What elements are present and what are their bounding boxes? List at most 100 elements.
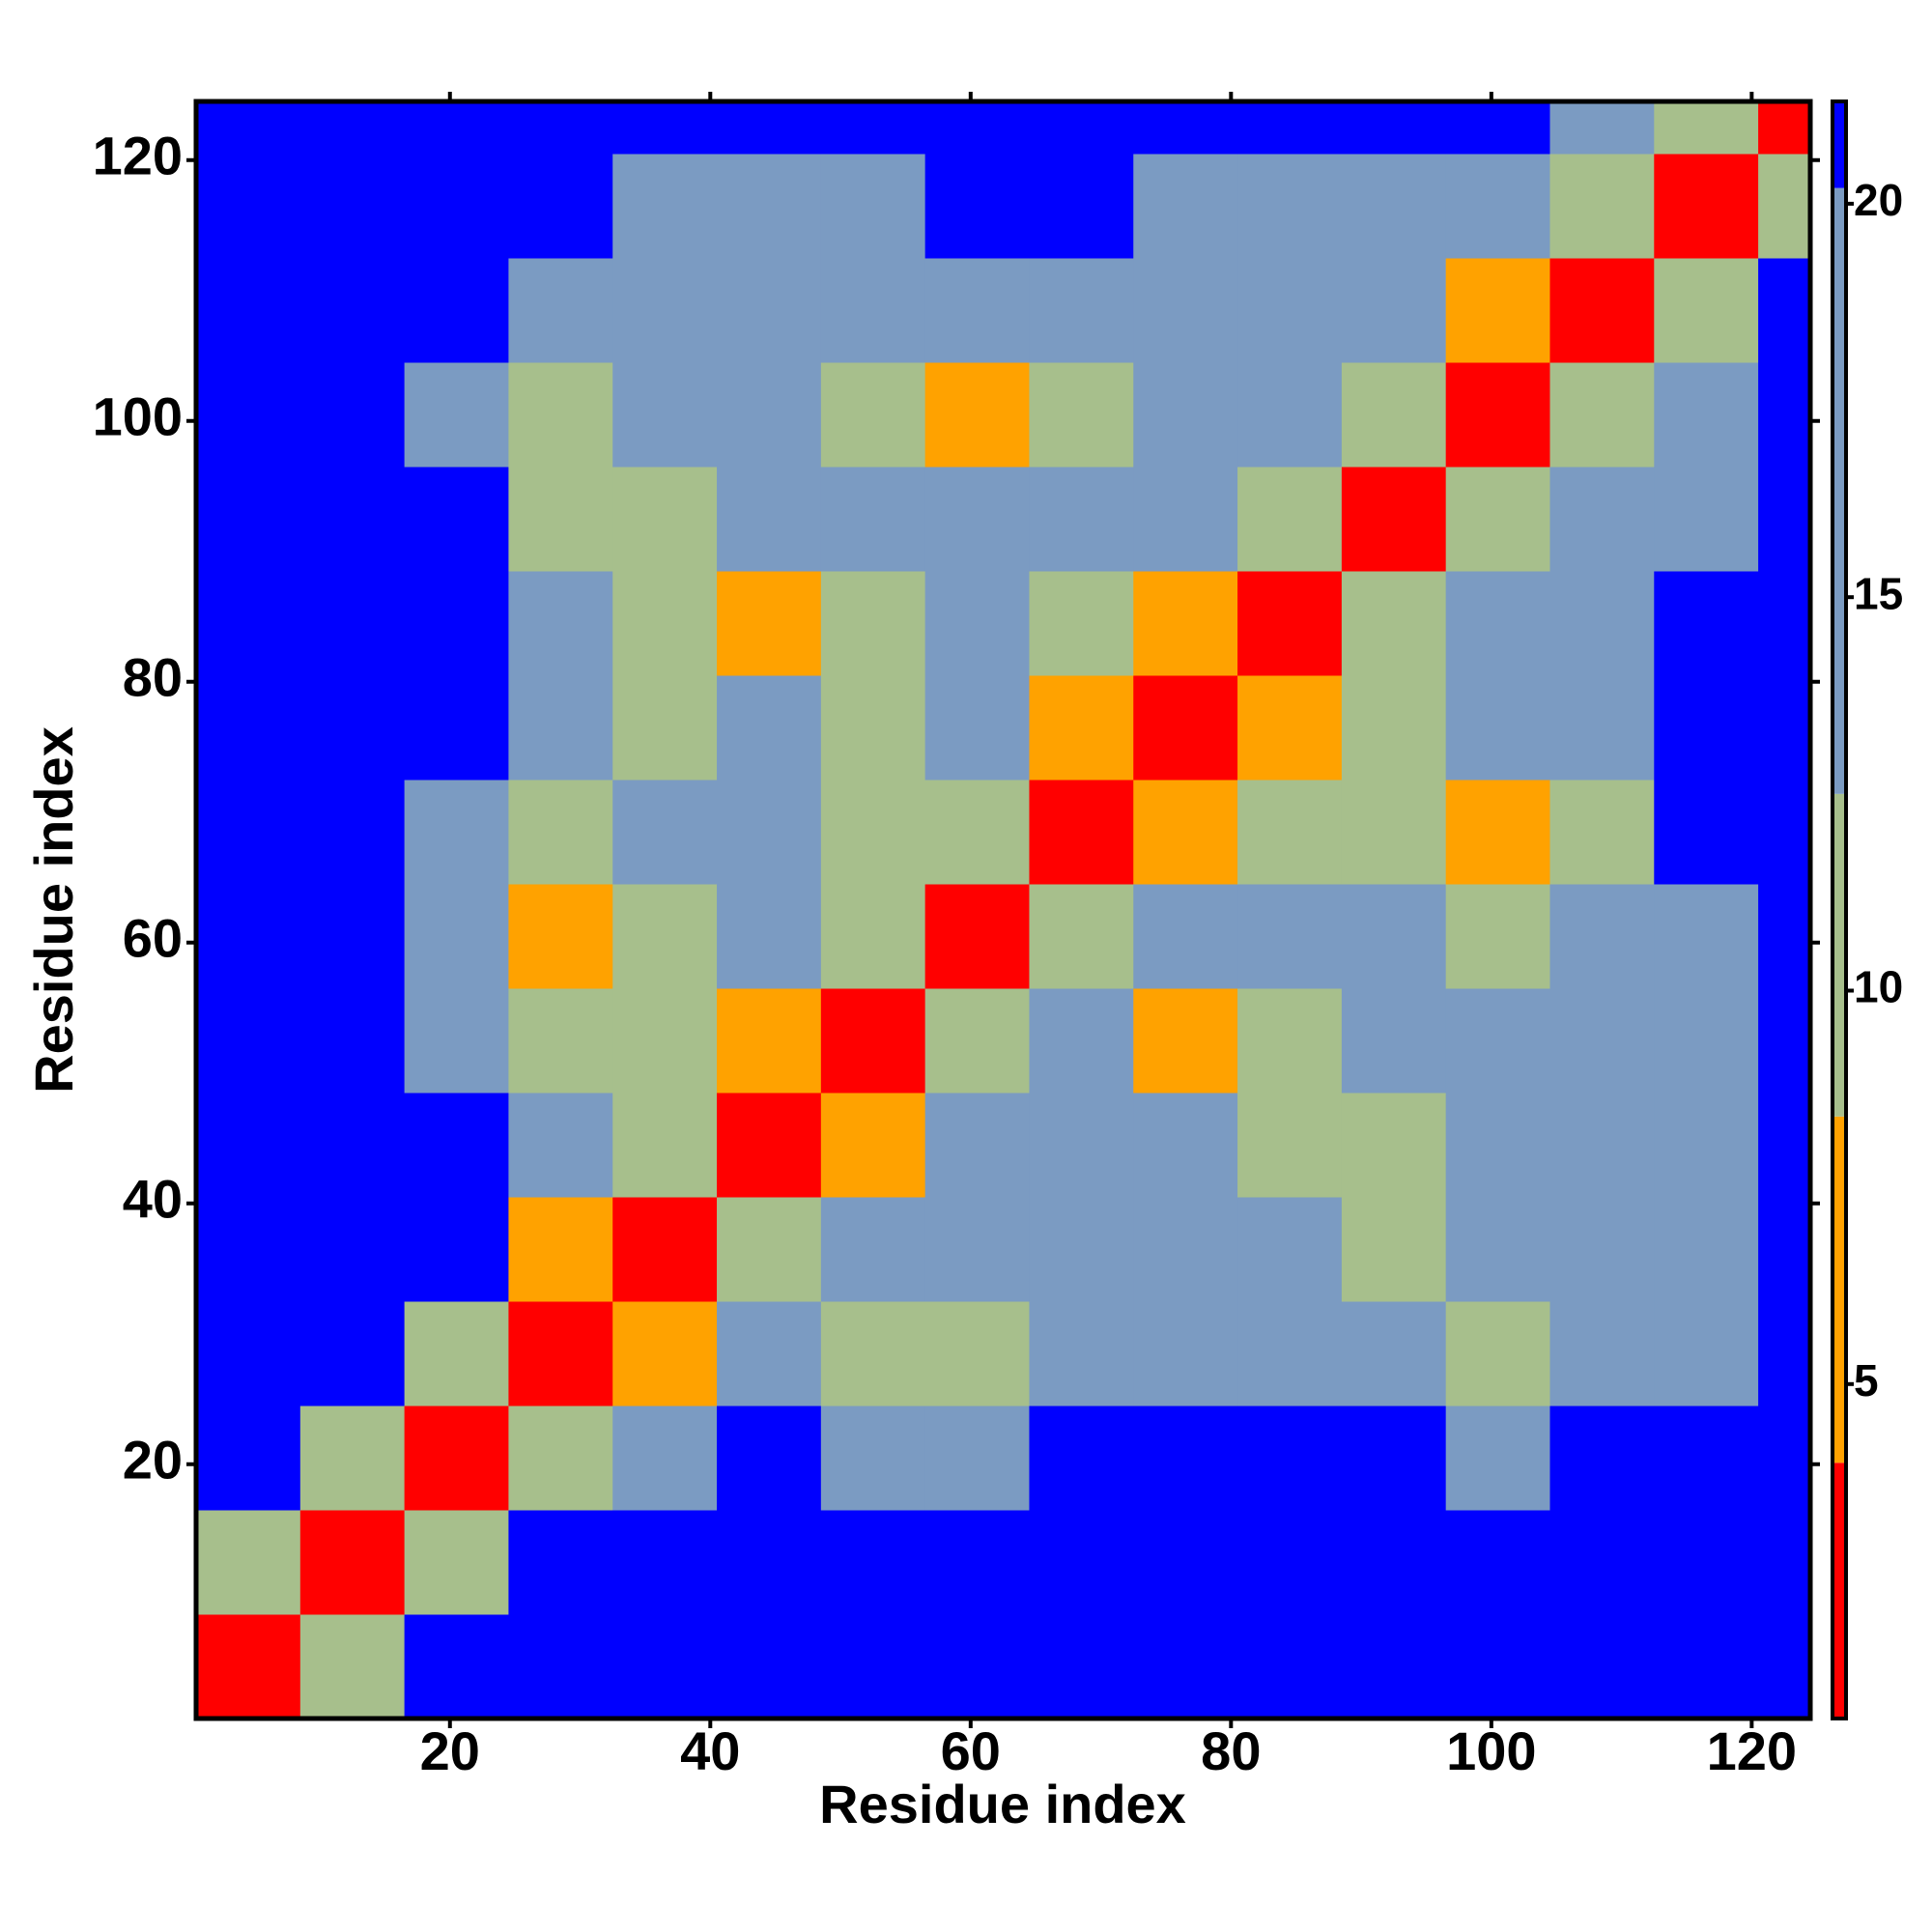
heatmap-cell <box>1133 988 1238 1094</box>
heatmap-cell <box>196 1510 301 1615</box>
heatmap-cell <box>1549 1406 1655 1511</box>
heatmap-cell <box>1445 780 1550 885</box>
heatmap-cell <box>1445 154 1550 259</box>
heatmap-cell <box>1133 1510 1238 1615</box>
heatmap-cell <box>717 1301 822 1406</box>
heatmap-cell <box>299 988 406 1094</box>
heatmap-cell <box>820 884 926 989</box>
heatmap-cell <box>1445 101 1550 155</box>
colorbar-tick-label: 20 <box>1854 175 1903 225</box>
x-tick-label: 80 <box>1201 1720 1261 1781</box>
heatmap-cell <box>404 1510 509 1615</box>
heatmap-cell <box>924 258 1030 363</box>
heatmap-cell <box>508 1197 613 1302</box>
heatmap-cell <box>508 1614 613 1719</box>
heatmap-cell <box>820 467 926 572</box>
heatmap-cell <box>299 154 406 259</box>
heatmap-cell <box>1758 780 1811 885</box>
x-axis-label: Residue index <box>819 1774 1186 1834</box>
colorbar-tick-label: 10 <box>1854 962 1903 1012</box>
y-tick-label: 40 <box>123 1169 183 1230</box>
heatmap-cell <box>717 675 822 781</box>
y-tick-label: 120 <box>93 126 183 186</box>
heatmap-cell <box>1029 780 1134 885</box>
heatmap-cell <box>299 1301 406 1406</box>
heatmap-cell <box>196 988 301 1094</box>
heatmap-cell <box>1029 571 1134 676</box>
y-tick-label: 20 <box>123 1430 183 1491</box>
heatmap-cell <box>1341 884 1447 989</box>
heatmap-cell <box>1029 154 1134 259</box>
heatmap-cell <box>924 884 1030 989</box>
heatmap-cell <box>612 1510 718 1615</box>
heatmap-cell <box>717 1614 822 1719</box>
heatmap-cell <box>404 362 509 468</box>
heatmap-cell <box>1341 1197 1447 1302</box>
heatmap-cell <box>1445 1093 1550 1198</box>
heatmap-cell <box>1133 467 1238 572</box>
heatmap-cell <box>612 571 718 676</box>
heatmap-cell <box>1133 571 1238 676</box>
heatmap-cell <box>1237 1406 1343 1511</box>
heatmap-cell <box>612 1197 718 1302</box>
colorbar-band <box>1833 187 1846 794</box>
heatmap-cell <box>1445 884 1550 989</box>
heatmap-cell <box>1133 1614 1238 1719</box>
heatmap-cell <box>924 1510 1030 1615</box>
colorbar-tick-label: 15 <box>1854 568 1903 618</box>
heatmap-cell <box>299 780 406 885</box>
heatmap-cell <box>1758 675 1811 781</box>
heatmap-cell <box>1237 675 1343 781</box>
heatmap-cell <box>820 988 926 1094</box>
y-tick-label: 60 <box>123 908 183 969</box>
heatmap-cell <box>299 1197 406 1302</box>
heatmap-cell <box>508 675 613 781</box>
y-axis-label: Residue index <box>23 726 84 1094</box>
heatmap-cell <box>1133 884 1238 989</box>
heatmap-cell <box>820 780 926 885</box>
heatmap-cell <box>1549 988 1655 1094</box>
heatmap-cell <box>404 101 509 155</box>
heatmap-cell <box>1029 101 1134 155</box>
heatmap-cell <box>196 101 301 155</box>
heatmap-cell <box>299 884 406 989</box>
heatmap-cell <box>508 571 613 676</box>
heatmap-cell <box>717 154 822 259</box>
heatmap-cell <box>508 988 613 1094</box>
heatmap-cell <box>1758 1093 1811 1198</box>
heatmap-cell <box>1341 362 1447 468</box>
heatmap-cell <box>508 258 613 363</box>
heatmap-cell <box>612 1301 718 1406</box>
heatmap-cell <box>924 1406 1030 1511</box>
heatmap-cell <box>1237 1093 1343 1198</box>
colorbar-band <box>1833 793 1846 1117</box>
heatmap-cell <box>1654 988 1759 1094</box>
heatmap-cell <box>924 101 1030 155</box>
heatmap-cell <box>508 154 613 259</box>
heatmap-cell <box>1341 258 1447 363</box>
heatmap-cell <box>196 258 301 363</box>
heatmap-cell <box>1549 884 1655 989</box>
heatmap-cell <box>820 675 926 781</box>
heatmap-cell <box>1133 1093 1238 1198</box>
heatmap-cell <box>1758 101 1811 155</box>
heatmap-cell <box>1133 1406 1238 1511</box>
heatmap-cell <box>924 362 1030 468</box>
heatmap-cell <box>1445 1510 1550 1615</box>
heatmap-cell <box>196 1197 301 1302</box>
heatmap-cell <box>820 1510 926 1615</box>
heatmap-cell <box>1549 154 1655 259</box>
heatmap-cell <box>612 101 718 155</box>
heatmap-cell <box>1758 1510 1811 1615</box>
heatmap-cell <box>1654 1614 1759 1719</box>
colorbar-band <box>1833 1463 1846 1719</box>
heatmap-cell <box>1341 675 1447 781</box>
x-tick-label: 100 <box>1446 1720 1536 1781</box>
heatmap-cell <box>1654 1301 1759 1406</box>
heatmap-cell <box>1029 467 1134 572</box>
heatmap-cell <box>404 467 509 572</box>
heatmap-cell <box>1133 1301 1238 1406</box>
heatmap-cell <box>299 1510 406 1615</box>
heatmap-cell <box>612 154 718 259</box>
heatmap-cell <box>924 675 1030 781</box>
